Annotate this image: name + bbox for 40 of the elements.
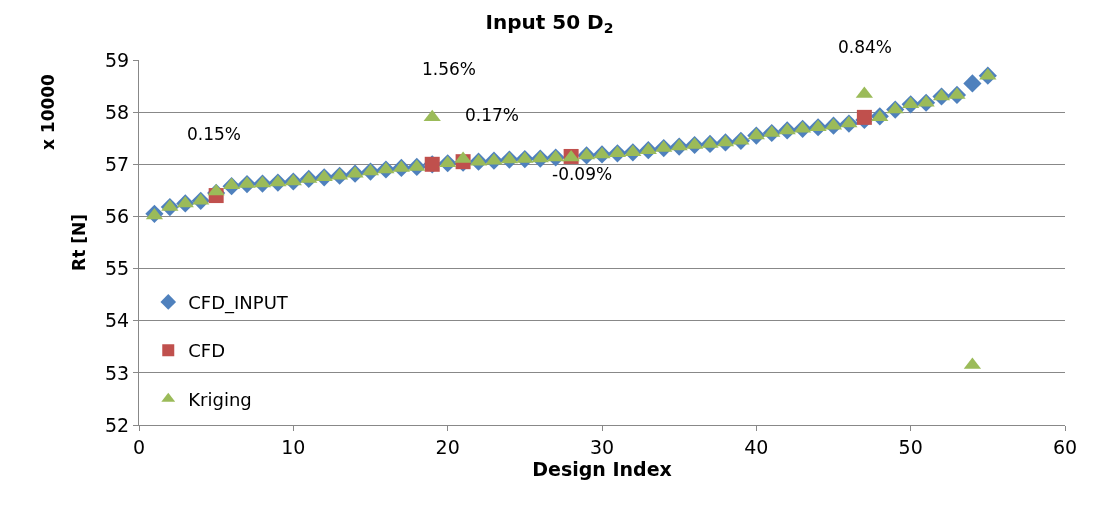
legend-label: CFD_INPUT bbox=[188, 291, 289, 314]
x-tick-label: 40 bbox=[744, 435, 769, 458]
point bbox=[902, 96, 920, 109]
y-axis-title: Rt [N] bbox=[68, 214, 89, 271]
y-tick-label: 53 bbox=[105, 361, 130, 384]
annotation: 0.15% bbox=[187, 124, 242, 144]
legend-label: Kriging bbox=[188, 388, 252, 410]
y-tick-label: 55 bbox=[105, 257, 130, 280]
x-tick-label: 10 bbox=[281, 435, 306, 458]
text: 0.84% bbox=[838, 37, 893, 57]
point bbox=[423, 109, 441, 122]
y-tick-label: 56 bbox=[105, 205, 130, 228]
x-tick-label: 20 bbox=[435, 435, 460, 458]
x-tick-label: 60 bbox=[1052, 435, 1078, 458]
y-tick-label: 52 bbox=[105, 413, 130, 436]
point bbox=[871, 109, 889, 122]
y-tick-label: 59 bbox=[105, 48, 130, 71]
annotation: 0.17% bbox=[465, 105, 520, 125]
legend-label: CFD bbox=[188, 340, 226, 362]
chart-title: Input 50 D$_{2}$ bbox=[485, 10, 614, 37]
y-tick-label: 58 bbox=[105, 100, 130, 123]
x-axis-title: Design Index bbox=[532, 457, 672, 480]
annotation: 1.56% bbox=[422, 59, 477, 79]
point bbox=[809, 119, 827, 132]
x-tick-label: 50 bbox=[898, 435, 923, 458]
y-tick-label: 57 bbox=[105, 152, 130, 175]
point bbox=[963, 74, 982, 93]
annotation: -0.09% bbox=[552, 164, 613, 184]
point bbox=[315, 169, 333, 182]
x-tick-label: 0 bbox=[132, 435, 146, 458]
point bbox=[207, 183, 225, 196]
point bbox=[284, 173, 302, 186]
point bbox=[593, 146, 611, 159]
point bbox=[176, 195, 194, 208]
y-tick-label: 54 bbox=[105, 309, 130, 332]
point bbox=[778, 122, 796, 135]
x-tick-label: 30 bbox=[589, 435, 615, 458]
point bbox=[624, 144, 642, 157]
point bbox=[856, 109, 872, 125]
text: x 10000 bbox=[38, 73, 59, 151]
